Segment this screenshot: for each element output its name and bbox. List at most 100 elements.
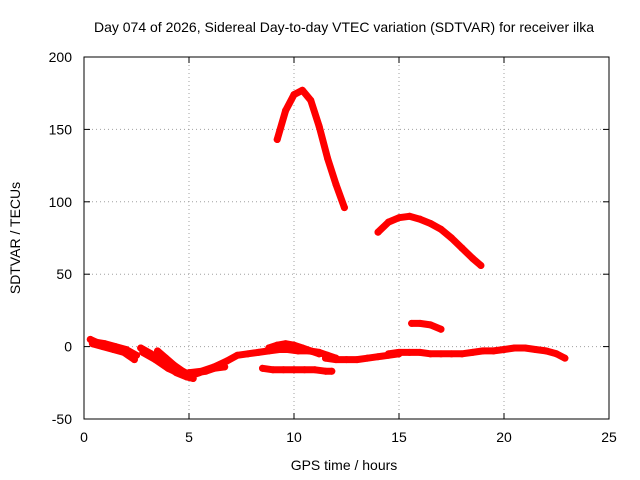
data-point [99,343,107,351]
data-point [437,325,445,333]
data-point [448,350,455,358]
data-point [437,350,445,358]
data-point [353,356,361,364]
data-point [343,356,350,364]
data-point [273,341,281,349]
data-point [290,91,298,99]
data-point [427,350,434,358]
data-point [282,340,290,348]
data-point [290,366,298,374]
data-point [315,350,323,358]
data-point [374,228,382,236]
data-point [427,220,434,228]
data-point [427,321,434,329]
data-point [328,367,336,375]
data-point [269,366,277,374]
data-point [395,214,403,222]
data-point [406,212,413,220]
data-point [265,344,273,352]
series-layer [86,86,569,382]
x-tick-label: 5 [185,429,193,445]
data-point [532,345,539,353]
data-point [88,340,96,348]
data-point [364,354,371,362]
x-tick-label: 15 [391,429,407,445]
x-tick-label: 10 [286,429,302,445]
data-point [408,319,416,327]
data-point [416,215,424,223]
data-point [416,319,424,327]
data-point [469,348,476,356]
data-point [120,348,128,356]
x-tick-label: 20 [496,429,512,445]
data-point [254,348,262,356]
data-point [233,351,241,359]
data-point [448,234,455,242]
data-point [477,262,485,270]
data-point [374,353,382,361]
data-point [521,344,529,352]
data-point [322,354,329,362]
data-point [282,107,290,115]
data-point [315,123,323,131]
data-point [458,350,466,358]
data-point [307,347,315,355]
data-point [340,204,348,212]
data-point [437,225,445,233]
grid [84,57,609,419]
data-point [301,366,308,374]
data-point [210,363,218,371]
data-point [223,357,231,365]
data-point [406,348,413,356]
data-point [385,218,392,226]
data-point [311,366,319,374]
data-point [185,369,193,377]
data-point [298,86,306,94]
data-point [168,363,176,371]
data-point [479,347,487,355]
series-arc-14 [408,319,445,333]
data-point [500,345,508,353]
data-point [244,350,252,358]
data-point [416,348,424,356]
data-point [109,345,117,353]
data-point [561,354,569,362]
y-tick-label: 200 [49,49,73,65]
plot-frame [83,56,610,420]
data-point [280,366,287,374]
data-point [273,136,281,144]
data-point [553,350,560,358]
data-point [324,154,332,162]
data-point [307,96,315,104]
y-tick-label: 150 [49,121,73,137]
x-tick-label: 25 [601,429,617,445]
chart-title: Day 074 of 2026, Sidereal Day-to-day VTE… [94,19,594,35]
data-point [511,344,518,352]
y-tick-label: -50 [52,411,72,427]
data-point [332,180,340,188]
data-point [322,367,329,375]
data-point [298,344,306,352]
x-axis-title: GPS time / hours [291,457,398,473]
data-point [198,367,206,375]
data-point [395,348,403,356]
data-point [162,354,170,362]
data-point [469,254,476,262]
data-point [130,356,138,364]
x-tick-label: 0 [80,429,88,445]
data-point [332,356,340,364]
data-point [290,341,298,349]
data-point [259,364,266,372]
data-point [490,347,497,355]
data-point [385,350,392,358]
y-axis-title: SDTVAR / TECUs [7,182,23,294]
data-point [177,369,185,377]
ticks: 0 5 10 15 20 25 -50 0 50 100 150 200 [49,49,617,445]
y-tick-label: 100 [49,194,73,210]
data-point [458,244,466,252]
y-tick-label: 0 [64,339,72,355]
data-point [154,347,161,355]
data-point [542,347,550,355]
